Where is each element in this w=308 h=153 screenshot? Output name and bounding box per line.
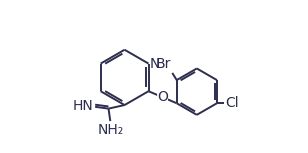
- Text: NH₂: NH₂: [97, 123, 124, 137]
- Text: N: N: [150, 57, 160, 71]
- Text: O: O: [157, 90, 168, 104]
- Text: Cl: Cl: [225, 96, 238, 110]
- Text: Br: Br: [156, 57, 171, 71]
- Text: HN: HN: [73, 99, 93, 113]
